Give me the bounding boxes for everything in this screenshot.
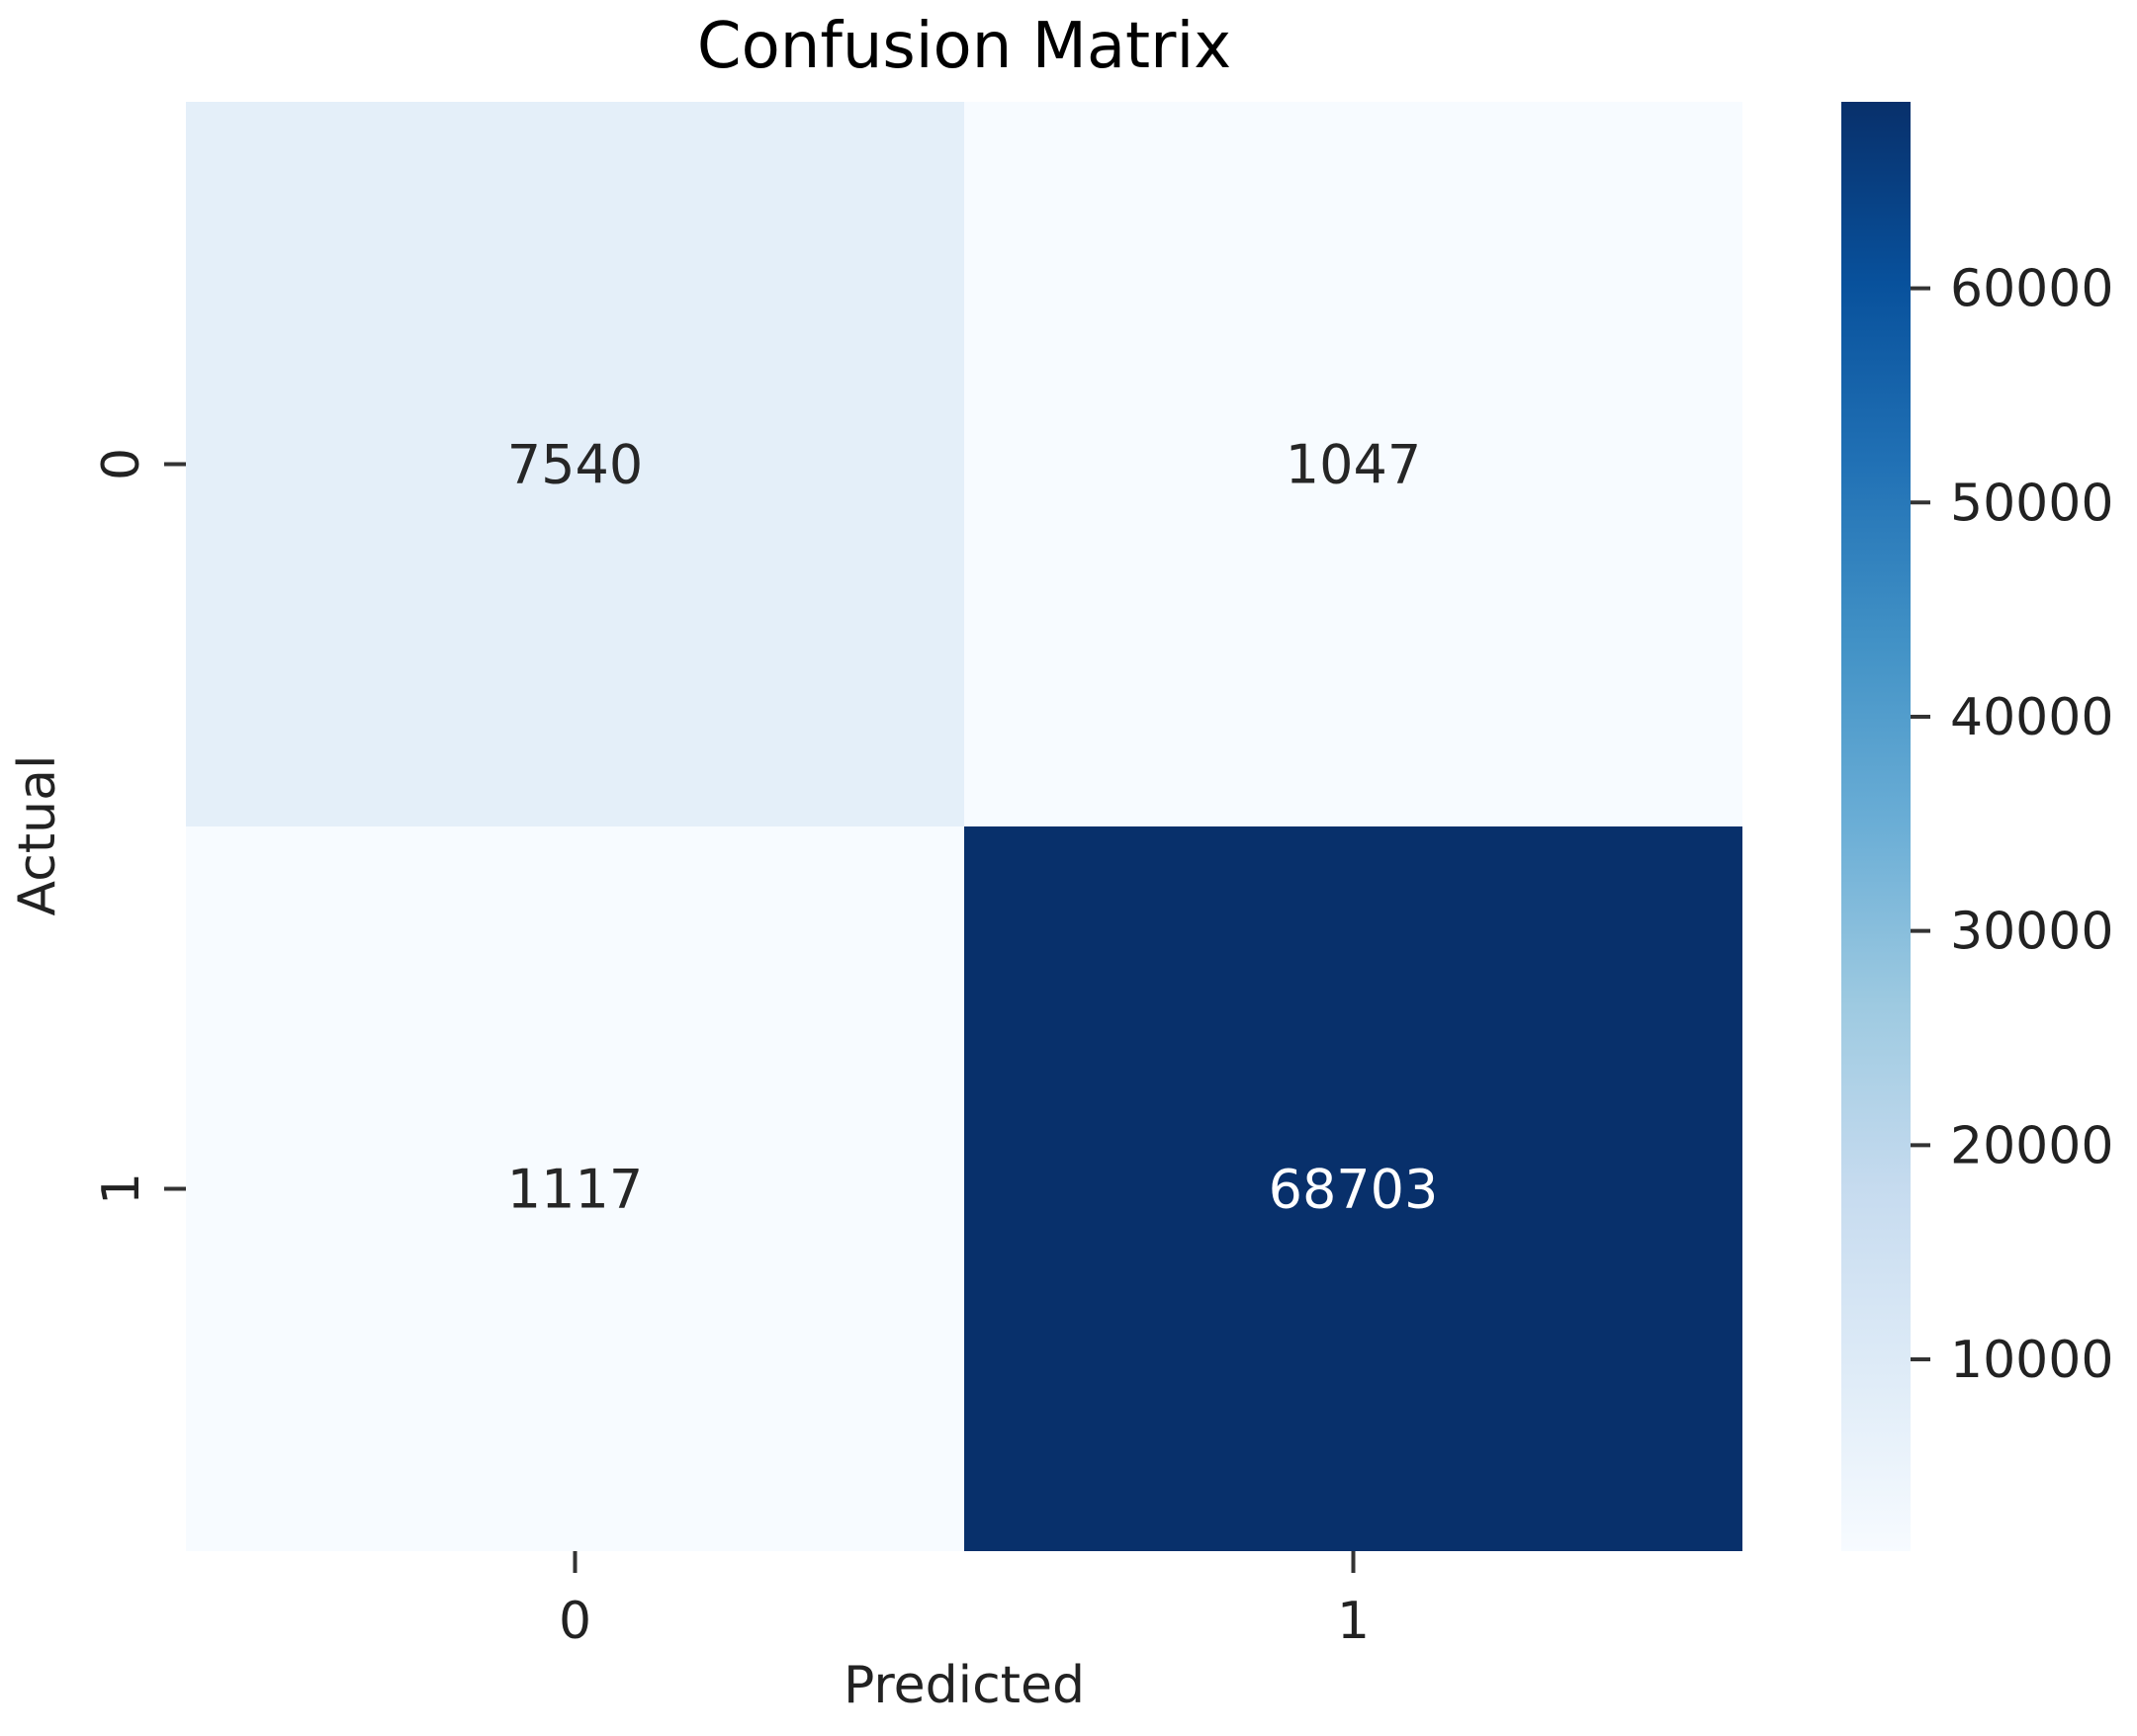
colorbar-tick-label-1: 20000 — [1950, 1116, 2113, 1175]
x-tick-label-0: 0 — [559, 1592, 591, 1651]
chart-title: Confusion Matrix — [697, 10, 1231, 83]
colorbar-tick-label-5: 60000 — [1950, 260, 2113, 319]
heatmap-cells: 7540 1047 1117 68703 — [186, 102, 1742, 1551]
heatmap-cell-0-1 — [964, 102, 1742, 826]
y-axis-label: Actual — [8, 755, 67, 916]
heatmap-cell-0-0 — [186, 102, 964, 826]
heatmap-cell-1-1 — [964, 826, 1742, 1551]
cell-value-label-0-0: 7540 — [507, 434, 643, 496]
y-axis-ticks: 01 — [92, 448, 186, 1205]
colorbar-tick-label-2: 30000 — [1950, 903, 2113, 962]
heatmap-cell-1-0 — [186, 826, 964, 1551]
x-tick-label-1: 1 — [1337, 1592, 1370, 1651]
colorbar-tick-label-4: 50000 — [1950, 474, 2113, 533]
colorbar-tick-label-3: 40000 — [1950, 688, 2113, 747]
colorbar-ticks: 10000 20000 30000 40000 50000 60000 — [1911, 260, 2113, 1390]
y-tick-label-1: 1 — [92, 1172, 151, 1205]
colorbar — [1841, 102, 1911, 1551]
x-axis-label: Predicted — [844, 1656, 1085, 1715]
cell-value-label-1-0: 1117 — [507, 1159, 643, 1221]
cell-value-label-0-1: 1047 — [1286, 434, 1421, 496]
cell-value-label-1-1: 68703 — [1269, 1159, 1439, 1221]
colorbar-tick-label-0: 10000 — [1950, 1331, 2113, 1390]
y-tick-label-0: 0 — [92, 448, 151, 480]
